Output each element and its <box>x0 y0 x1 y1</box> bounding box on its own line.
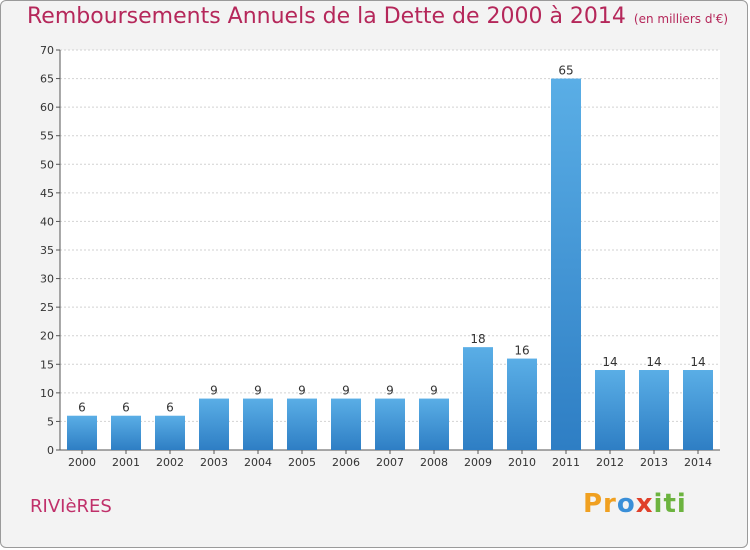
data-label: 6 <box>122 401 130 415</box>
bar <box>111 415 141 450</box>
bar <box>419 398 449 450</box>
y-tick-label: 5 <box>47 415 54 428</box>
data-label: 9 <box>342 384 350 398</box>
x-tick-label: 2013 <box>640 456 668 469</box>
data-label: 16 <box>514 344 529 358</box>
bar <box>375 398 405 450</box>
y-tick-label: 40 <box>40 215 54 228</box>
data-label: 9 <box>386 384 394 398</box>
x-tick-label: 2000 <box>68 456 96 469</box>
bar <box>551 78 581 451</box>
chart-title: Remboursements Annuels de la Dette de 20… <box>27 4 626 29</box>
data-label: 6 <box>78 401 86 415</box>
proxiti-logo[interactable]: Proxiti <box>583 489 687 519</box>
chart-title-block: Remboursements Annuels de la Dette de 20… <box>27 4 728 29</box>
bar <box>683 370 713 450</box>
bar <box>463 347 493 450</box>
y-tick-label: 0 <box>47 444 54 457</box>
data-label: 9 <box>210 384 218 398</box>
y-tick-label: 15 <box>40 358 54 371</box>
chart-unit: (en milliers d'€) <box>633 12 729 26</box>
y-tick-label: 25 <box>40 301 54 314</box>
bar <box>243 398 273 450</box>
y-tick-label: 45 <box>40 187 54 200</box>
x-tick-label: 2002 <box>156 456 184 469</box>
bar <box>595 370 625 450</box>
y-tick-label: 65 <box>40 73 54 86</box>
data-label: 14 <box>690 355 705 369</box>
x-tick-label: 2012 <box>596 456 624 469</box>
x-tick-label: 2004 <box>244 456 272 469</box>
y-tick-label: 30 <box>40 273 54 286</box>
data-label: 9 <box>254 384 262 398</box>
data-label: 14 <box>602 355 617 369</box>
x-tick-label: 2001 <box>112 456 140 469</box>
data-label: 18 <box>470 332 485 346</box>
x-tick-label: 2006 <box>332 456 360 469</box>
y-tick-label: 50 <box>40 158 54 171</box>
bar <box>199 398 229 450</box>
bar <box>155 415 185 450</box>
bar <box>67 415 97 450</box>
x-tick-label: 2009 <box>464 456 492 469</box>
x-tick-label: 2003 <box>200 456 228 469</box>
data-label: 9 <box>430 384 438 398</box>
x-tick-label: 2011 <box>552 456 580 469</box>
y-tick-label: 55 <box>40 130 54 143</box>
data-label: 6 <box>166 401 174 415</box>
bar <box>639 370 669 450</box>
x-tick-label: 2008 <box>420 456 448 469</box>
y-tick-label: 10 <box>40 387 54 400</box>
data-label: 9 <box>298 384 306 398</box>
y-tick-label: 70 <box>40 44 54 57</box>
y-tick-label: 20 <box>40 330 54 343</box>
y-tick-label: 60 <box>40 101 54 114</box>
bar <box>507 358 537 450</box>
x-tick-label: 2010 <box>508 456 536 469</box>
x-tick-label: 2007 <box>376 456 404 469</box>
bar <box>331 398 361 450</box>
x-tick-label: 2014 <box>684 456 712 469</box>
data-label: 65 <box>558 64 573 78</box>
bar <box>287 398 317 450</box>
y-tick-label: 35 <box>40 244 54 257</box>
x-tick-label: 2005 <box>288 456 316 469</box>
data-label: 14 <box>646 355 661 369</box>
commune-name: RIVIèRES <box>30 496 112 517</box>
